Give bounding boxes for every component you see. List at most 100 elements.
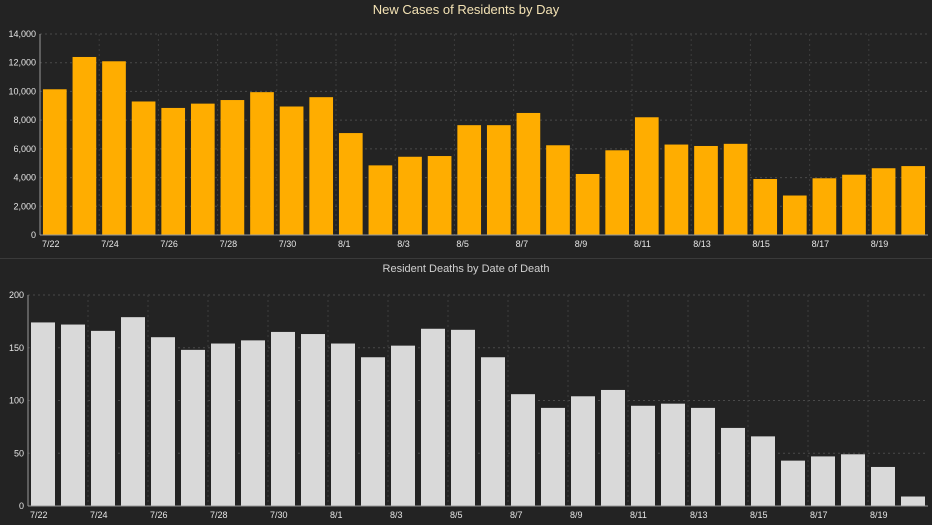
bar [842,174,866,235]
x-tick-label: 8/3 [390,510,403,520]
x-tick-label: 8/9 [575,239,588,249]
bar [516,112,541,235]
bar [427,156,452,235]
x-tick-label: 8/3 [397,239,410,249]
x-tick-label: 8/15 [752,239,770,249]
bar [398,156,422,235]
y-tick-label: 200 [9,290,24,300]
cases-bar-chart: 0 2,000 4,000 6,000 8,000 10,000 12,000 14,000 7… [8,29,928,249]
bar [91,330,115,506]
x-tick-label: 8/11 [630,510,647,520]
bar [151,337,175,506]
bar [309,97,334,236]
bar [901,166,926,235]
bar [541,407,565,506]
x-tick-label: 7/24 [90,510,108,520]
bar [279,106,304,235]
x-tick-label: 7/30 [279,239,297,249]
y-tick-label: 100 [9,396,24,406]
bar [131,101,156,235]
bar [181,349,205,506]
x-tick-label: 7/26 [150,510,168,520]
bar [102,61,126,236]
x-tick-label: 8/13 [693,239,711,249]
bar [753,179,778,235]
bar [871,168,896,235]
bar [691,407,715,506]
y-tick-label: 50 [14,448,24,458]
y-tick-label: 6,000 [13,144,36,154]
bar [211,343,235,506]
x-tick-label: 7/26 [160,239,178,249]
bar [250,92,274,236]
bar [241,340,265,506]
x-tick-label: 8/9 [570,510,583,520]
y-tick-label: 2,000 [13,201,36,211]
bar [486,125,511,235]
x-tick-label: 8/5 [450,510,463,520]
bar [546,145,570,235]
x-tick-label: 8/1 [330,510,343,520]
x-tick-label: 7/22 [30,510,48,520]
x-tick-label: 8/1 [338,239,351,249]
cases-chart-panel: New Cases of Residents by Day 0 2,000 4,00… [0,0,932,258]
bar [811,456,835,506]
bar [661,403,685,506]
x-tick-label: 8/7 [516,239,529,249]
bar [781,460,805,506]
bar [782,195,807,235]
bar [511,394,535,506]
bar [457,125,482,235]
bar [721,427,745,506]
bar [61,324,85,506]
x-tick-label: 8/15 [750,510,768,520]
bar [871,466,895,506]
deaths-bar-chart: 0 50 100 150 200 7/22 7/24 7/26 7/28 7/30 8/1 8/3 8/… [9,290,928,520]
x-tick-label: 7/22 [42,239,60,249]
x-tick-label: 8/11 [634,239,651,249]
x-tick-label: 8/19 [870,510,888,520]
bar [575,173,600,235]
y-tick-label: 12,000 [8,58,36,68]
bar [361,357,385,506]
x-tick-label: 8/13 [690,510,708,520]
bar [723,143,748,235]
bar [631,405,655,506]
bar [571,396,595,506]
bar [841,454,865,506]
y-tick-label: 150 [9,343,24,353]
bar [72,56,97,235]
deaths-chart-title: Resident Deaths by Date of Death [382,263,550,275]
x-tick-label: 7/28 [220,239,238,249]
x-tick-label: 8/17 [812,239,830,249]
y-tick-label: 0 [19,501,24,511]
bar [368,165,393,235]
x-tick-label: 8/17 [810,510,828,520]
bar [634,117,659,235]
bar [421,328,445,506]
bar [42,89,67,236]
x-tick-label: 8/5 [456,239,469,249]
bar [391,345,415,506]
bar [161,107,186,235]
bar [751,436,775,506]
y-tick-label: 14,000 [8,29,36,39]
y-tick-label: 8,000 [13,115,36,125]
x-tick-label: 8/7 [510,510,523,520]
bar [31,322,55,506]
bar [220,100,245,236]
bar [601,389,625,506]
bar [901,496,925,506]
bar [812,178,837,235]
cases-chart-title: New Cases of Residents by Day [372,2,560,17]
x-tick-label: 7/28 [210,510,228,520]
deaths-chart-panel: Resident Deaths by Date of Death 0 50 100 1… [0,258,932,524]
bar [331,343,355,506]
x-tick-label: 8/19 [871,239,889,249]
bar [190,103,215,235]
bar [694,145,718,235]
bar [271,331,295,506]
bar [338,133,363,235]
bar [301,334,325,506]
x-tick-label: 7/24 [101,239,119,249]
